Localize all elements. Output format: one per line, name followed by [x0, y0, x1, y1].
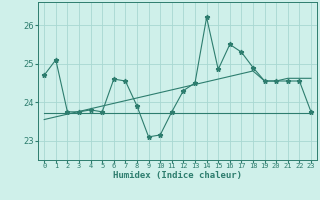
X-axis label: Humidex (Indice chaleur): Humidex (Indice chaleur) — [113, 171, 242, 180]
